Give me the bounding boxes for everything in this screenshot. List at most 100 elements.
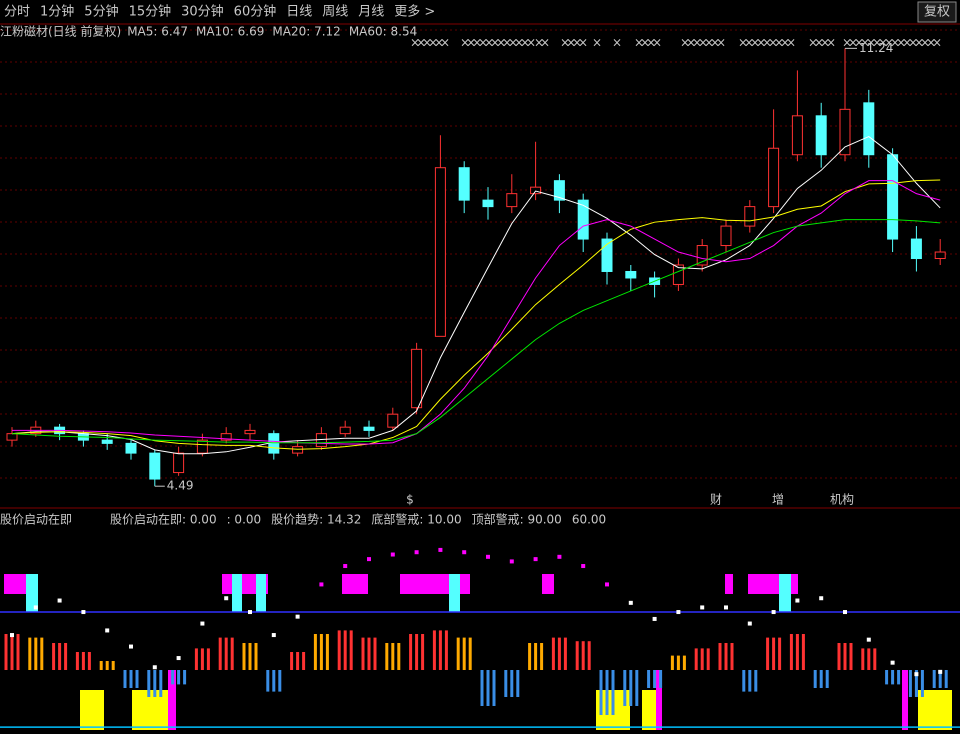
signal-mark: ×: [572, 36, 582, 50]
trend-point: [176, 656, 181, 661]
event-marker[interactable]: 财: [710, 493, 722, 507]
adjust-button-frame[interactable]: [917, 1, 957, 23]
signal-bar: [676, 655, 680, 670]
signal-bar: [432, 630, 436, 670]
trend-point: [319, 582, 324, 587]
signal-bar: [659, 670, 663, 688]
legend-entry: 顶部警戒: 90.00: [472, 512, 562, 527]
toolbar-item[interactable]: 日线: [286, 5, 312, 20]
trend-point: [866, 637, 871, 642]
candle-body: [839, 108, 851, 156]
signal-bar: [16, 634, 20, 670]
trend-point: [771, 610, 776, 615]
signal-bar: [194, 648, 198, 670]
signal-mark: ×: [578, 36, 588, 50]
signal-mark: ×: [920, 36, 930, 50]
toolbar-item[interactable]: 5分钟: [84, 4, 118, 20]
signal-bar: [105, 661, 109, 670]
signal-mark: ×: [866, 36, 876, 50]
toolbar-item[interactable]: 月线: [358, 5, 384, 20]
candle-body: [815, 115, 827, 156]
signal-mark: ×: [820, 36, 830, 50]
legend-entry: MA60: 8.54: [349, 25, 417, 39]
signal-bar: [772, 637, 776, 670]
signal-mark: ×: [560, 36, 570, 50]
signal-bar: [563, 637, 567, 670]
signal-bar: [462, 637, 466, 670]
trend-point: [224, 596, 229, 601]
candle-body: [363, 426, 375, 431]
signal-mark: ×: [710, 36, 720, 50]
signal-mark: ×: [646, 36, 656, 50]
signal-mark: ×: [540, 36, 550, 50]
signal-mark: ×: [680, 36, 690, 50]
toolbar-item[interactable]: 60分钟: [234, 4, 277, 20]
signal-mark: ×: [566, 36, 576, 50]
trend-point: [605, 582, 609, 587]
trend-point: [890, 660, 895, 665]
event-marker[interactable]: 增: [772, 493, 784, 507]
signal-bar: [551, 637, 555, 670]
signal-bar: [242, 643, 246, 670]
signal-mark: ×: [896, 36, 906, 50]
signal-mark: ×: [854, 36, 864, 50]
event-marker[interactable]: 机构: [830, 492, 854, 507]
signal-bar: [700, 648, 704, 670]
signal-mark: ×: [872, 36, 882, 50]
candle-body: [458, 167, 470, 201]
signal-bar: [742, 670, 746, 692]
signal-bar: [224, 637, 228, 670]
signal-bar: [34, 637, 38, 670]
trend-point: [795, 598, 800, 603]
candle-body: [268, 433, 280, 454]
signal-block: [80, 690, 104, 730]
event-marker[interactable]: $: [406, 493, 414, 507]
signal-mark: ×: [842, 36, 852, 50]
toolbar-item[interactable]: 分时: [4, 5, 30, 20]
candle-body: [863, 102, 875, 156]
legend-entry: 60.00: [572, 513, 606, 527]
signal-mark: ×: [502, 36, 512, 50]
signal-block: [656, 670, 662, 730]
signal-bar: [653, 670, 657, 688]
trend-point: [557, 554, 562, 559]
toolbar-item[interactable]: 15分钟: [129, 4, 172, 20]
signal-mark: ×: [652, 36, 662, 50]
signal-mark: ×: [534, 36, 544, 50]
signal-bar: [397, 643, 401, 670]
signal-mark: ×: [526, 36, 536, 50]
signal-mark: ×: [422, 36, 432, 50]
trend-point: [414, 550, 419, 555]
signal-bar: [349, 630, 353, 670]
signal-mark: ×: [814, 36, 824, 50]
candle-body: [696, 245, 708, 266]
candle-body: [720, 225, 732, 247]
signal-block: [168, 670, 176, 730]
adjust-button[interactable]: 复权: [924, 4, 950, 20]
signal-mark: ×: [808, 36, 818, 50]
signal-bar: [891, 670, 895, 685]
toolbar-item[interactable]: 30分钟: [181, 4, 224, 20]
trend-point: [438, 547, 443, 552]
signal-mark: ×: [780, 36, 790, 50]
signal-bar: [99, 661, 103, 670]
signal-block: [779, 574, 791, 612]
trend-point: [10, 633, 14, 638]
signal-bar: [385, 643, 389, 670]
signal-bar: [64, 643, 68, 670]
signal-bar: [409, 634, 413, 670]
signal-block: [342, 574, 368, 594]
signal-bar: [795, 634, 799, 670]
candle-body: [768, 147, 780, 208]
signal-mark: ×: [520, 36, 530, 50]
signal-mark: ×: [472, 36, 482, 50]
trend-point: [819, 596, 824, 601]
chart-title: 江粉磁材(日线 前复权): [0, 24, 121, 39]
signal-bar: [885, 670, 889, 685]
candle-body: [482, 199, 494, 208]
signal-bar: [135, 670, 139, 688]
signal-bar: [789, 634, 793, 670]
toolbar-item[interactable]: 周线: [322, 5, 348, 20]
toolbar-item[interactable]: 1分钟: [40, 4, 74, 20]
toolbar-item[interactable]: 更多 >: [394, 4, 435, 20]
